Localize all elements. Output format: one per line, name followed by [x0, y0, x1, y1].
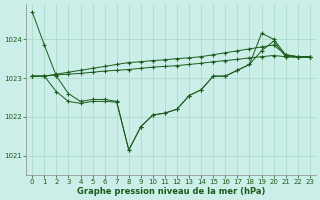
X-axis label: Graphe pression niveau de la mer (hPa): Graphe pression niveau de la mer (hPa)	[77, 187, 265, 196]
